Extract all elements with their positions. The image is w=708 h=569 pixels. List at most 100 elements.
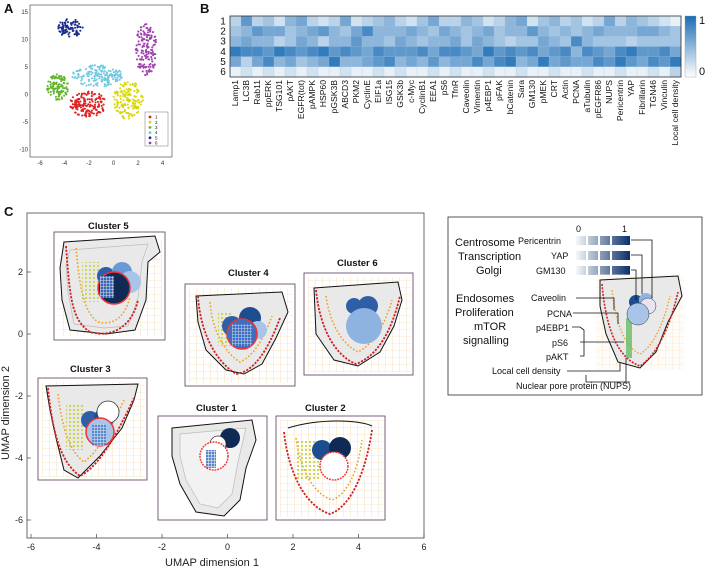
scatter-point-cluster-2 bbox=[116, 101, 119, 104]
marker-p4ebp1: p4EBP1 bbox=[536, 323, 569, 333]
heatmap-cell bbox=[526, 26, 539, 37]
heatmap-cell bbox=[493, 66, 506, 78]
scatter-point-cluster-6 bbox=[139, 32, 142, 35]
heatmap-cell bbox=[262, 26, 275, 37]
scatter-point-cluster-3 bbox=[54, 95, 57, 98]
scatter-point-cluster-1 bbox=[100, 104, 103, 107]
scatter-point-cluster-6 bbox=[148, 34, 151, 37]
heatmap-cell bbox=[372, 15, 385, 27]
scatter-point-cluster-2 bbox=[133, 113, 136, 116]
scatter-point-cluster-6 bbox=[146, 44, 149, 47]
marker-ps6: pS6 bbox=[552, 338, 568, 348]
scatter-point-cluster-2 bbox=[114, 106, 117, 109]
panel-a-y-tick: -5 bbox=[23, 120, 29, 126]
scatter-point-cluster-1 bbox=[74, 105, 77, 108]
scatter-point-cluster-1 bbox=[96, 100, 99, 103]
heatmap-cell bbox=[493, 46, 506, 57]
scatter-point-cluster-2 bbox=[115, 91, 118, 94]
heatmap-cell bbox=[361, 26, 374, 37]
heatmap-cell bbox=[625, 56, 638, 68]
cluster-1-title: Cluster 1 bbox=[196, 403, 237, 414]
scatter-point-cluster-6 bbox=[153, 63, 156, 66]
scatter-point-cluster-3 bbox=[60, 75, 63, 78]
scatter-point-cluster-2 bbox=[115, 109, 118, 112]
scatter-point-cluster-3 bbox=[58, 75, 61, 78]
heatmap-cell bbox=[361, 56, 374, 68]
scatter-point-cluster-3 bbox=[57, 98, 61, 101]
category-centrosome: Centrosome bbox=[455, 237, 515, 249]
scatter-point-cluster-4 bbox=[112, 78, 115, 81]
scatter-point-cluster-4 bbox=[113, 76, 116, 79]
panel-a-axes-box bbox=[29, 4, 173, 158]
scatter-point-cluster-5 bbox=[59, 26, 62, 29]
heatmap-cell bbox=[383, 56, 396, 68]
heatmap-cell bbox=[636, 66, 649, 78]
scatter-point-cluster-2 bbox=[127, 117, 130, 120]
scatter-point-cluster-2 bbox=[118, 106, 121, 109]
scatter-point-cluster-3 bbox=[64, 91, 67, 94]
heatmap-column-label: EGFR(tot) bbox=[296, 80, 306, 119]
scatter-point-cluster-1 bbox=[76, 108, 79, 111]
heatmap-cell bbox=[526, 15, 539, 27]
heatmap-column-label: pGSK3B bbox=[329, 80, 339, 114]
scatter-point-cluster-6 bbox=[135, 51, 138, 55]
heatmap-cell bbox=[350, 66, 363, 78]
heatmap-cell bbox=[229, 15, 242, 27]
scatter-point-cluster-3 bbox=[55, 82, 58, 86]
heatmap-cell bbox=[570, 26, 583, 37]
panel-a-x-tick: 4 bbox=[161, 161, 165, 167]
heatmap-column-label: GSK3b bbox=[395, 80, 405, 108]
cluster-6-cell: Cluster 6 bbox=[303, 258, 414, 376]
heatmap-cell bbox=[240, 26, 253, 37]
heatmap-cell bbox=[273, 46, 286, 57]
scatter-point-cluster-2 bbox=[140, 100, 143, 103]
scatter-point-cluster-1 bbox=[80, 96, 83, 99]
heatmap-cell bbox=[438, 36, 451, 47]
scatter-point-cluster-2 bbox=[133, 89, 136, 93]
scatter-point-cluster-5 bbox=[78, 22, 81, 25]
heatmap-cell bbox=[394, 66, 407, 78]
heatmap-row-label: 4 bbox=[220, 47, 226, 58]
heatmap-cell bbox=[614, 66, 627, 78]
scatter-point-cluster-2 bbox=[121, 110, 125, 114]
scatter-point-cluster-3 bbox=[63, 94, 66, 97]
heatmap-cell bbox=[592, 15, 605, 27]
panel-a-y-tick: 15 bbox=[21, 10, 28, 16]
scatter-point-cluster-4 bbox=[102, 78, 105, 81]
panel-a-x-ticks: -6 -4 -2 0 2 4 bbox=[37, 161, 165, 167]
scatter-point-cluster-4 bbox=[71, 75, 74, 79]
scatter-point-cluster-2 bbox=[119, 101, 122, 104]
scatter-point-cluster-6 bbox=[136, 58, 139, 61]
heatmap-cell bbox=[460, 15, 473, 27]
cluster-2-cell: Cluster 2 bbox=[275, 403, 386, 521]
heatmap-cell bbox=[372, 66, 385, 78]
scatter-point-cluster-2 bbox=[119, 97, 122, 100]
heatmap-cell bbox=[394, 15, 407, 27]
heatmap-cell bbox=[592, 56, 605, 68]
legend-label-3: 3 bbox=[155, 125, 158, 130]
scatter-point-cluster-6 bbox=[148, 68, 151, 71]
scatter-point-cluster-6 bbox=[150, 70, 153, 73]
scatter-point-cluster-6 bbox=[137, 54, 140, 57]
heatmap-cell bbox=[625, 36, 638, 47]
scatter-point-cluster-1 bbox=[90, 111, 94, 115]
scatter-point-cluster-6 bbox=[142, 52, 145, 55]
heatmap-cell bbox=[350, 15, 363, 27]
heatmap-cell bbox=[339, 56, 352, 68]
scatter-point-cluster-6 bbox=[154, 41, 157, 44]
heatmap-cell bbox=[504, 56, 517, 68]
heatmap-cell bbox=[537, 36, 550, 47]
scatter-point-cluster-4 bbox=[110, 72, 113, 76]
heatmap-cell bbox=[482, 56, 495, 68]
scatter-point-cluster-6 bbox=[151, 46, 154, 49]
heatmap-cell bbox=[592, 26, 605, 37]
scatter-point-cluster-3 bbox=[60, 90, 63, 94]
scatter-point-cluster-4 bbox=[88, 70, 91, 73]
heatmap-cell bbox=[537, 26, 550, 37]
heatmap-cell bbox=[427, 46, 440, 57]
scatter-point-cluster-6 bbox=[145, 35, 149, 38]
heatmap-cell bbox=[493, 26, 506, 37]
marker-local-cell-density: Local cell density bbox=[492, 366, 561, 376]
scatter-point-cluster-1 bbox=[77, 103, 80, 106]
heatmap-cell bbox=[504, 66, 517, 78]
